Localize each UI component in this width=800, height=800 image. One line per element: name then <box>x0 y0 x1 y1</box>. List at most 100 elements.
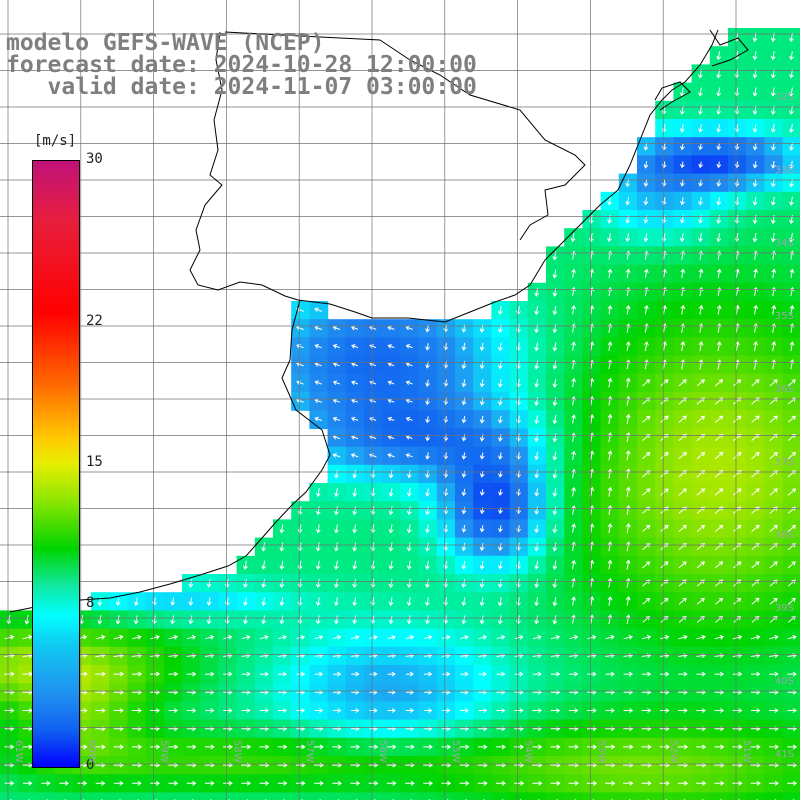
wind-arrow <box>678 579 687 587</box>
wind-arrow <box>278 708 288 713</box>
wind-arrow <box>659 634 670 640</box>
wind-arrow <box>769 597 778 605</box>
wind-arrow <box>497 379 503 388</box>
wind-arrow <box>605 744 616 750</box>
wind-arrow <box>351 708 360 713</box>
wind-arrow <box>514 708 524 713</box>
wind-arrow <box>496 780 506 786</box>
wind-arrow <box>625 450 631 461</box>
wind-arrow <box>787 488 797 496</box>
wind-arrow <box>534 560 540 570</box>
wind-cell <box>418 792 438 800</box>
wind-arrow <box>516 397 521 406</box>
wind-arrow <box>259 744 270 750</box>
wind-arrow <box>770 161 776 169</box>
wind-arrow <box>461 615 467 625</box>
wind-arrow <box>514 744 525 750</box>
wind-arrow <box>425 615 430 625</box>
wind-arrow <box>498 452 503 460</box>
wind-arrow <box>369 362 377 367</box>
wind-arrow <box>352 560 358 570</box>
wind-arrow <box>297 560 303 570</box>
wind-cell <box>200 792 219 800</box>
wind-arrow <box>442 708 451 713</box>
wind-arrow <box>314 398 322 404</box>
wind-arrow <box>643 197 649 206</box>
wind-arrow <box>552 342 558 352</box>
wind-arrow <box>587 634 597 640</box>
wind-arrow <box>479 543 485 552</box>
wind-arrow <box>532 708 543 713</box>
wind-arrow <box>332 325 341 331</box>
wind-cell <box>72 792 92 800</box>
wind-arrow <box>369 416 377 422</box>
wind-arrow <box>406 542 412 552</box>
wind-arrow <box>479 415 485 424</box>
colorbar-units: [m/s] <box>34 133 77 149</box>
wind-arrow <box>386 780 397 786</box>
wind-arrow <box>569 708 579 713</box>
wind-arrow <box>715 616 723 623</box>
wind-arrow <box>605 708 615 713</box>
wind-arrow <box>751 379 760 387</box>
wind-arrow <box>607 268 613 278</box>
wind-arrow <box>552 451 558 461</box>
wind-arrow <box>405 398 413 404</box>
wind-arrow <box>751 561 760 569</box>
wind-arrow <box>534 597 540 607</box>
wind-arrow <box>497 543 503 552</box>
wind-arrow <box>113 744 124 750</box>
wind-arrow <box>332 362 340 367</box>
wind-cell <box>273 792 292 800</box>
wind-arrow <box>771 341 777 352</box>
wind-arrow <box>534 470 540 479</box>
wind-cell <box>54 792 74 800</box>
wind-arrow <box>750 780 761 786</box>
wind-arrow <box>352 470 358 479</box>
wind-arrow <box>150 780 161 786</box>
latitude-label: 37S <box>774 457 794 468</box>
wind-arrow <box>170 597 176 606</box>
wind-arrow <box>223 780 233 786</box>
wind-arrow <box>387 635 396 640</box>
wind-arrow <box>552 469 558 479</box>
wind-arrow <box>387 362 395 367</box>
wind-arrow <box>679 124 685 133</box>
wind-cell <box>109 792 128 800</box>
wind-arrow <box>789 160 794 169</box>
wind-arrow <box>534 451 540 461</box>
wind-arrow <box>680 161 685 169</box>
wind-arrow <box>425 524 430 534</box>
wind-arrow <box>607 614 613 624</box>
wind-arrow <box>552 615 558 625</box>
wind-arrow <box>696 488 706 496</box>
wind-arrow <box>370 597 376 607</box>
wind-arrow <box>334 542 339 552</box>
wind-arrow <box>642 597 651 605</box>
wind-arrow <box>406 470 412 479</box>
wind-arrow <box>315 488 321 497</box>
wind-arrow <box>552 560 558 570</box>
wind-cell <box>236 792 256 800</box>
wind-arrow <box>460 708 469 713</box>
wind-arrow <box>334 578 339 589</box>
wind-arrow <box>732 744 743 750</box>
wind-arrow <box>641 744 652 750</box>
wind-arrow <box>532 744 543 750</box>
wind-arrow <box>334 470 339 479</box>
wind-cell <box>764 792 784 800</box>
wind-arrow <box>734 87 740 97</box>
wind-arrow <box>261 579 267 588</box>
wind-arrow <box>516 525 521 533</box>
wind-arrow <box>332 744 342 750</box>
wind-arrow <box>477 780 488 786</box>
wind-cell <box>473 792 492 800</box>
wind-arrow <box>660 616 669 623</box>
wind-arrow <box>315 524 321 534</box>
wind-arrow <box>4 708 15 713</box>
wind-arrow <box>443 597 449 607</box>
wind-arrow <box>332 380 340 386</box>
wind-arrow <box>607 596 613 606</box>
wind-arrow <box>714 415 724 423</box>
